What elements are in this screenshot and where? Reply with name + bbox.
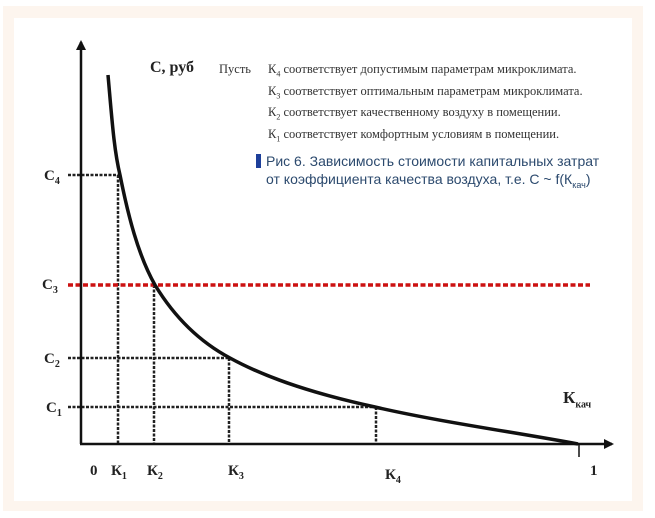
caption-line-2: от коэффициента качества воздуха, т.е. С…	[266, 171, 591, 190]
x-tick-k4: К4	[385, 467, 401, 486]
cost-curve	[106, 74, 579, 446]
x-tick-k2: К2	[147, 463, 163, 482]
note-prefix: Пусть	[219, 62, 251, 76]
y-tick-c3: С3	[42, 277, 58, 296]
figure-caption: Рис 6. Зависимость стоимости капитальных…	[256, 152, 599, 194]
y-tick-c4: С4	[44, 168, 60, 187]
x-tick-k1: К1	[111, 463, 127, 482]
x-tick-k3: К3	[228, 463, 244, 482]
caption-line-1: Рис 6. Зависимость стоимости капитальных…	[266, 153, 600, 169]
note-line: К1 соответствует комфортным условиям в п…	[268, 126, 560, 144]
x-axis-label: Ккач	[563, 388, 592, 411]
note-line: К4 соответствует допустимым параметрам м…	[268, 62, 577, 79]
caption-marker	[256, 154, 261, 168]
y-tick-c1: С1	[46, 400, 62, 419]
origin-label: 0	[90, 463, 98, 479]
y-axis-label: С, руб	[150, 59, 195, 76]
y-tick-c2: С2	[44, 351, 60, 370]
note-line: К3 соответствует оптимальным параметрам …	[268, 83, 583, 101]
note-line: К2 соответствует качественному воздуху в…	[268, 105, 561, 122]
x-end-label: 1	[590, 463, 598, 479]
